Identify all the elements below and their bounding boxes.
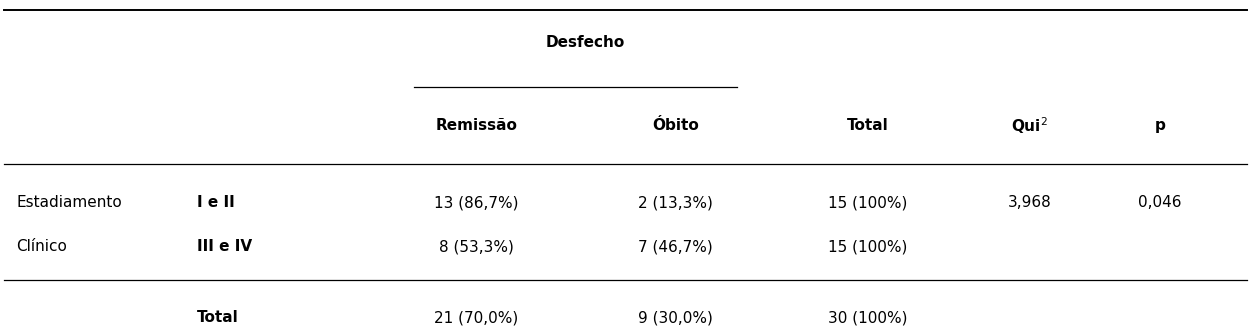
Text: 7 (46,7%): 7 (46,7%) [638,239,713,254]
Text: 15 (100%): 15 (100%) [828,195,907,210]
Text: 9 (30,0%): 9 (30,0%) [638,311,713,325]
Text: Estadiamento: Estadiamento [16,195,123,210]
Text: III e IV: III e IV [196,239,251,254]
Text: 15 (100%): 15 (100%) [828,239,907,254]
Text: I e II: I e II [196,195,234,210]
Text: Desfecho: Desfecho [545,35,624,50]
Text: p: p [1155,118,1165,133]
Text: 13 (86,7%): 13 (86,7%) [434,195,519,210]
Text: 30 (100%): 30 (100%) [828,311,907,325]
Text: Total: Total [847,118,888,133]
Text: 21 (70,0%): 21 (70,0%) [434,311,518,325]
Text: Óbito: Óbito [652,118,698,133]
Text: Qui$^2$: Qui$^2$ [1011,115,1048,136]
Text: Total: Total [196,311,239,325]
Text: Remissão: Remissão [435,118,518,133]
Text: 8 (53,3%): 8 (53,3%) [439,239,514,254]
Text: 3,968: 3,968 [1007,195,1051,210]
Text: Clínico: Clínico [16,239,68,254]
Text: 2 (13,3%): 2 (13,3%) [638,195,713,210]
Text: 0,046: 0,046 [1138,195,1182,210]
